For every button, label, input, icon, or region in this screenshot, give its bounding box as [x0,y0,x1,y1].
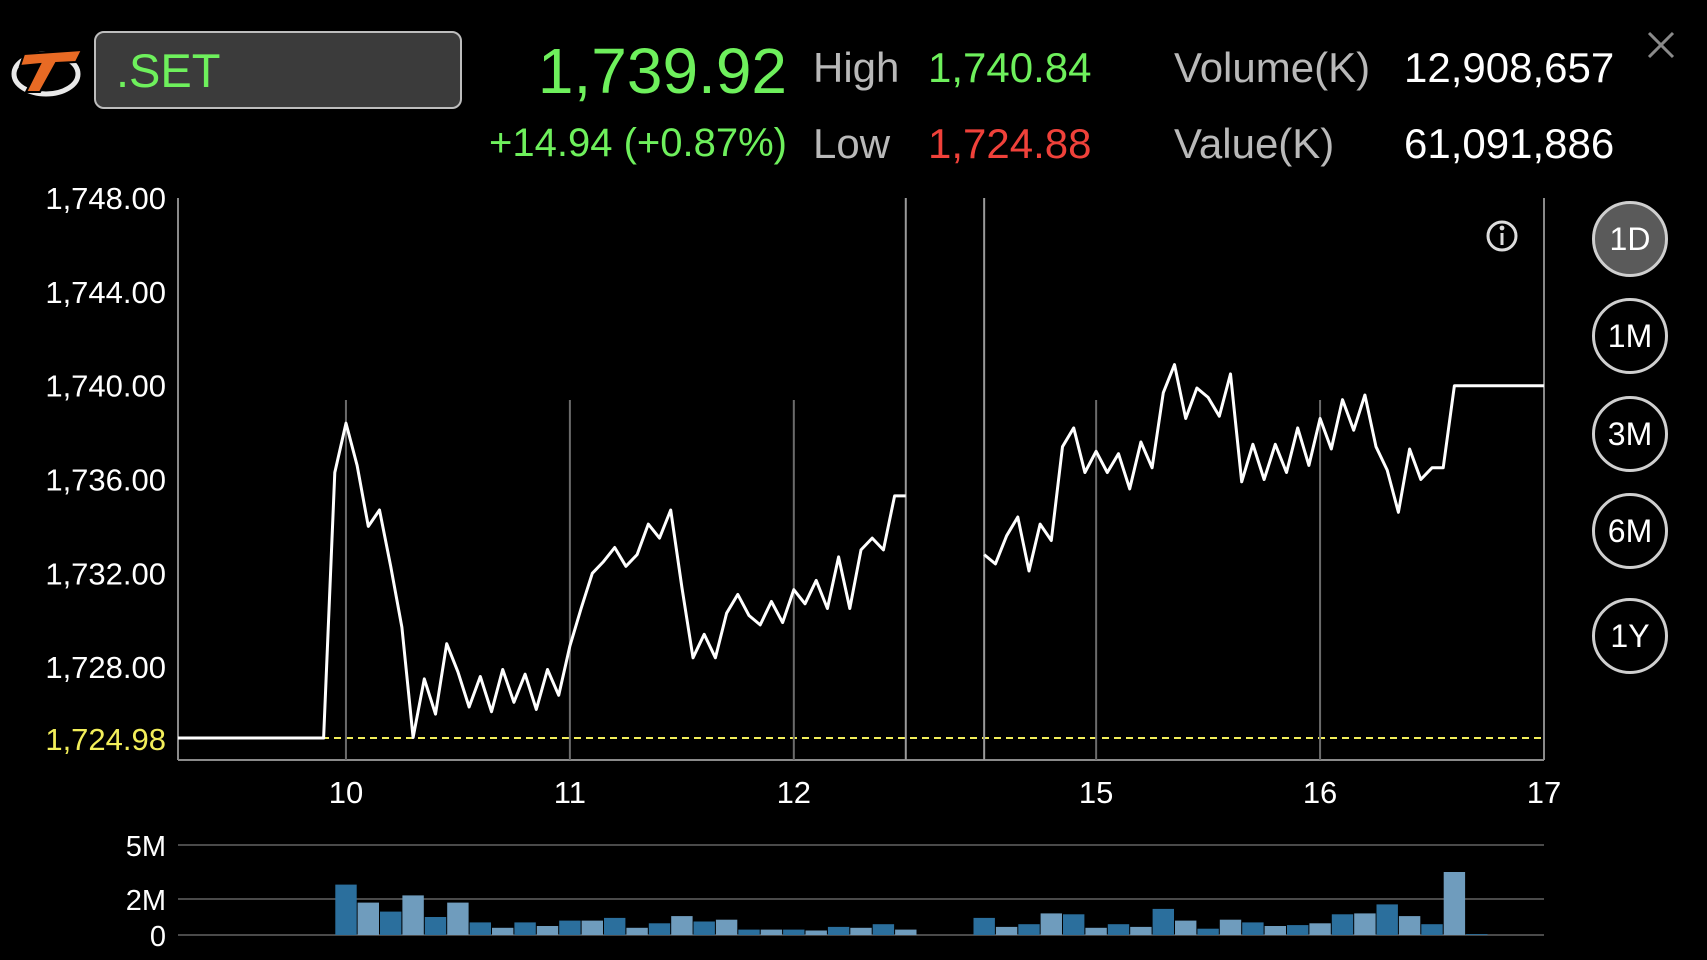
volume-tick-label: 0 [150,921,166,953]
volume-bar [492,927,514,935]
range-button-1m[interactable]: 1M [1592,298,1668,374]
y-tick-label: 1,728.00 [45,650,166,685]
volume-bar [648,923,671,935]
symbol-text: .SET [116,44,221,97]
x-tick-label: 16 [1303,775,1337,810]
volume-bar [1398,916,1421,935]
volume-bar [895,929,917,935]
value-value: 61,091,886 [1404,120,1615,167]
volume-bar [447,902,469,935]
volume-bar [536,926,559,935]
volume-bar [514,922,536,935]
volume-tick-label: 5M [126,831,166,863]
volume-bar [760,929,783,935]
y-tick-label: 1,744.00 [45,275,166,310]
range-label: 3M [1607,415,1653,452]
x-tick-label: 12 [777,775,811,810]
range-label: 1D [1609,220,1651,257]
volume-bar [1130,926,1152,935]
volume-bar [1354,913,1376,935]
volume-bar [738,929,760,935]
range-label: 1Y [1610,617,1650,654]
volume-bar [1376,904,1398,935]
volume-bar [357,902,379,935]
volume-tick-label: 2M [126,885,166,917]
volume-bar [1040,913,1062,935]
volume-bar [1063,914,1085,935]
y-tick-label: 1,748.00 [45,181,166,216]
high-value: 1,740.84 [928,44,1092,91]
volume-bar [995,926,1018,935]
y-tick-label: 1,740.00 [45,369,166,404]
low-value: 1,724.88 [928,120,1092,167]
price-line [983,363,1544,573]
volume-bar [827,926,850,935]
info-icon[interactable] [1486,220,1518,252]
broker-logo [11,48,84,97]
volume-bar [626,927,648,935]
range-button-1d[interactable]: 1D [1592,201,1668,277]
close-icon[interactable] [1646,30,1676,60]
low-label: Low [813,120,891,167]
volume-bar [469,922,491,935]
volume-bar [1197,928,1219,935]
last-price: 1,739.92 [537,35,787,107]
range-button-3m[interactable]: 3M [1592,396,1668,472]
high-label: High [813,44,900,91]
volume-bar [973,917,995,935]
volume-bar [715,919,738,935]
value-label: Value(K) [1174,120,1335,167]
x-tick-label: 11 [554,775,586,810]
volume-bar [671,916,693,935]
volume-bar [1242,922,1264,935]
volume-bar [1152,908,1174,935]
volume-value: 12,908,657 [1404,44,1615,91]
volume-bar [805,930,827,935]
volume-bar [1287,925,1309,935]
x-tick-label: 15 [1079,775,1113,810]
reference-label: 1,724.98 [45,722,166,757]
volume-bar [559,920,581,935]
volume-bar [380,911,402,935]
volume-bar [604,917,626,935]
volume-bar [1085,927,1107,935]
range-label: 1M [1607,317,1653,354]
y-tick-label: 1,732.00 [45,556,166,591]
range-label: 6M [1607,512,1653,549]
price-line [178,421,906,740]
price-change: +14.94 (+0.87%) [489,121,787,165]
volume-bar [1219,919,1242,935]
volume-bar [402,895,424,935]
volume-bar [1107,924,1130,935]
x-tick-label: 17 [1527,775,1561,810]
y-tick-label: 1,736.00 [45,462,166,497]
range-button-1y[interactable]: 1Y [1592,598,1668,674]
volume-bar [335,884,357,935]
volume-bar [1264,926,1286,935]
volume-bar [1309,923,1331,935]
volume-bar [1421,924,1443,935]
volume-bar [1466,934,1488,935]
range-button-6m[interactable]: 6M [1592,493,1668,569]
volume-bar [850,927,872,935]
volume-bar [581,920,603,935]
volume-label: Volume(K) [1174,44,1371,91]
volume-bar [1331,914,1354,935]
symbol-input[interactable]: .SET [94,31,462,109]
volume-bar [424,917,447,935]
volume-bar [1018,924,1040,935]
volume-bar [693,921,715,935]
x-tick-label: 10 [329,775,363,810]
volume-bar [1175,920,1197,935]
volume-bar [872,924,895,935]
volume-bar [1443,872,1466,935]
volume-bar [783,929,805,935]
